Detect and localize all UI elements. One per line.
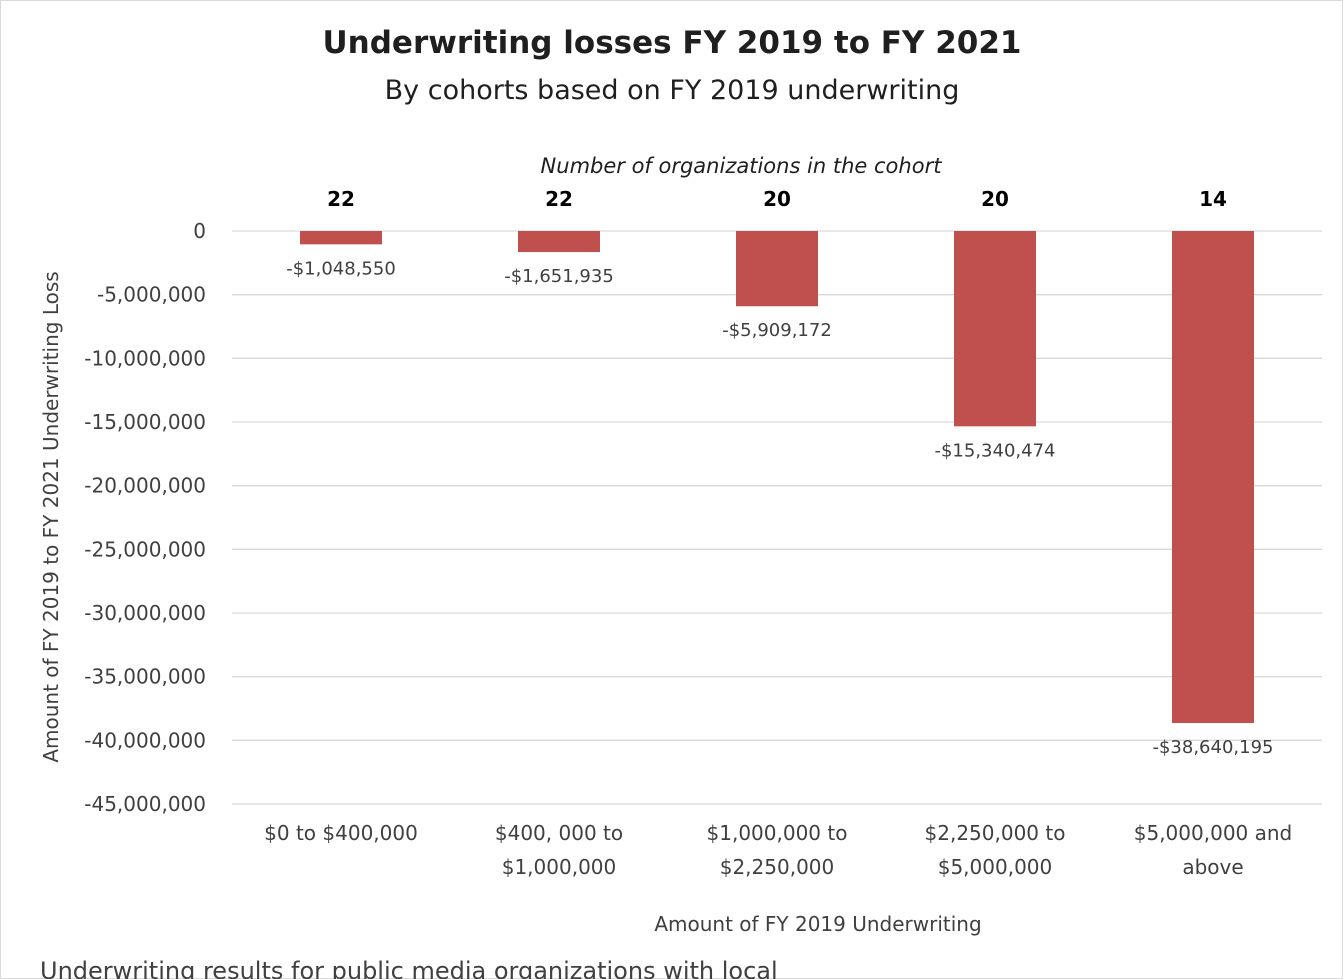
cohort-count-label: 14	[1199, 187, 1227, 211]
bar	[518, 231, 600, 253]
cohort-count-label: 22	[545, 187, 573, 211]
bar-data-label: -$1,651,935	[504, 266, 614, 287]
bar-data-label: -$1,048,550	[286, 258, 396, 279]
bar-data-label: -$38,640,195	[1152, 737, 1273, 758]
y-tick-label: 0	[193, 219, 206, 243]
bar	[954, 231, 1036, 427]
x-category-label: $400, 000 to	[495, 821, 623, 845]
x-category-label: $0 to $400,000	[264, 821, 418, 845]
cohort-count-label: 20	[981, 187, 1009, 211]
y-tick-label: -45,000,000	[84, 792, 206, 816]
y-tick-label: -15,000,000	[84, 410, 206, 434]
bar	[736, 231, 818, 307]
y-tick-label: -35,000,000	[84, 665, 206, 689]
y-tick-label: -30,000,000	[84, 601, 206, 625]
y-tick-label: -40,000,000	[84, 728, 206, 752]
x-category-label: $2,250,000	[720, 855, 835, 879]
x-category-label: $5,000,000	[938, 855, 1053, 879]
cohort-count-label: 20	[763, 187, 791, 211]
chart-subtitle: By cohorts based on FY 2019 underwriting	[385, 75, 960, 106]
bar-data-label: -$5,909,172	[722, 320, 832, 341]
x-category-label: $2,250,000 to	[925, 821, 1066, 845]
x-category-label: $1,000,000 to	[707, 821, 848, 845]
footer-caption: Underwriting results for public media or…	[40, 957, 778, 979]
cohort-count-label: 22	[327, 187, 355, 211]
y-tick-label: -5,000,000	[97, 283, 206, 307]
x-axis-title: Amount of FY 2019 Underwriting	[654, 912, 981, 936]
chart-title: Underwriting losses FY 2019 to FY 2021	[323, 25, 1022, 61]
x-category-label: above	[1182, 855, 1243, 879]
x-category-label: $1,000,000	[502, 855, 617, 879]
y-tick-label: -10,000,000	[84, 346, 206, 370]
y-tick-label: -20,000,000	[84, 474, 206, 498]
y-tick-label: -25,000,000	[84, 537, 206, 561]
y-axis-title: Amount of FY 2019 to FY 2021 Underwritin…	[39, 271, 63, 762]
bar-data-label: -$15,340,474	[934, 440, 1055, 461]
x-category-label: $5,000,000 and	[1134, 821, 1293, 845]
bar	[1172, 231, 1254, 724]
count-annotation-title: Number of organizations in the cohort	[541, 154, 943, 178]
bar	[300, 231, 382, 245]
